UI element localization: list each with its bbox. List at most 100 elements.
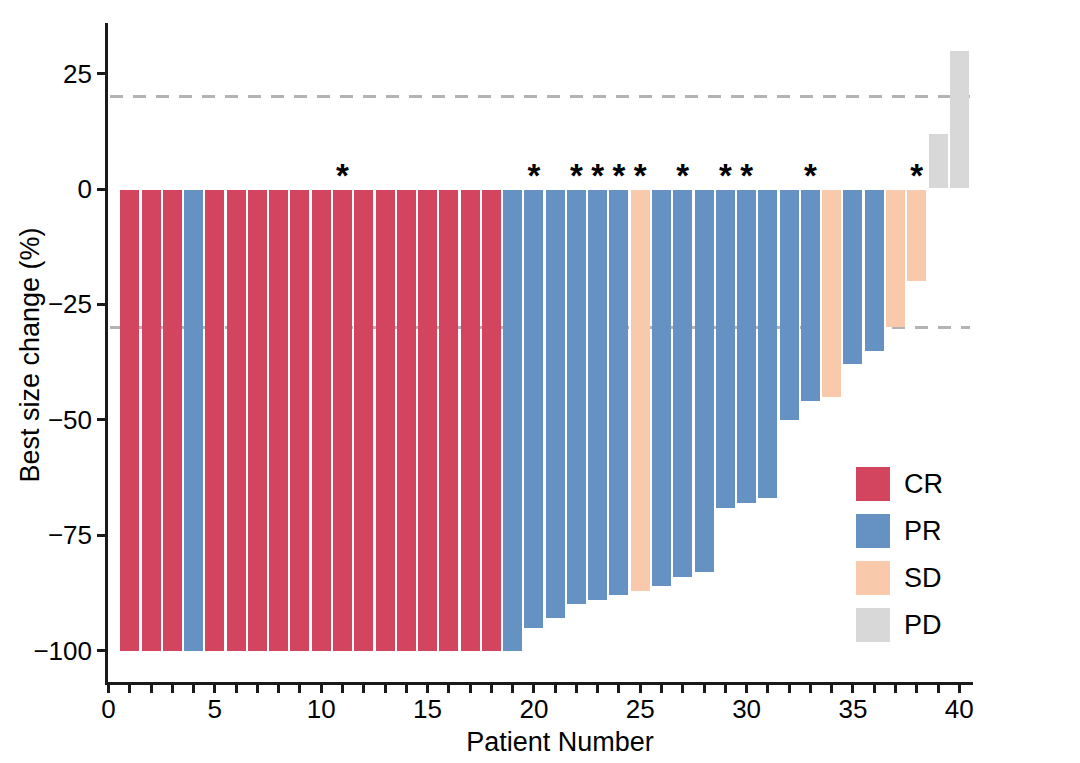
x-tick-label-0: 0	[69, 694, 149, 724]
bar-patient-9-CR	[290, 190, 309, 651]
x-tick-13	[384, 685, 387, 693]
bar-patient-35-PR	[843, 190, 862, 364]
x-tick-37	[894, 685, 897, 693]
star-annotation-patient-38: *	[901, 158, 933, 194]
bar-patient-38-SD	[907, 190, 926, 281]
bar-patient-13-CR	[376, 190, 395, 651]
x-tick-31	[766, 685, 769, 693]
bar-patient-14-CR	[397, 190, 416, 651]
x-tick-23	[596, 685, 599, 693]
x-tick-38	[915, 685, 918, 693]
bar-patient-17-CR	[461, 190, 480, 651]
x-tick-33	[809, 685, 812, 693]
y-tick--75	[97, 534, 105, 537]
legend-item-CR: CR	[856, 467, 976, 501]
x-tick-2	[150, 685, 153, 693]
bar-patient-26-PR	[652, 190, 671, 586]
bar-patient-33-PR	[801, 190, 820, 401]
bar-patient-2-CR	[142, 190, 161, 651]
bar-patient-12-CR	[354, 190, 373, 651]
x-tick-3	[171, 685, 174, 693]
bar-patient-36-PR	[865, 190, 884, 351]
y-tick--50	[97, 418, 105, 421]
x-tick-5	[213, 685, 216, 693]
bar-patient-29-PR	[716, 190, 735, 508]
star-annotation-patient-20: *	[518, 158, 550, 194]
x-tick-32	[788, 685, 791, 693]
bar-patient-4-PR	[184, 190, 203, 651]
x-tick-28	[703, 685, 706, 693]
x-tick-29	[724, 685, 727, 693]
legend-item-PD: PD	[856, 608, 976, 642]
x-tick-label-10: 10	[281, 694, 361, 724]
y-tick-label--25: −25	[6, 289, 92, 319]
bar-patient-7-CR	[248, 190, 267, 651]
legend-swatch-CR	[856, 467, 890, 501]
x-axis-title: Patient Number	[420, 727, 700, 758]
x-tick-label-15: 15	[388, 694, 468, 724]
bar-patient-28-PR	[695, 190, 714, 572]
x-tick-18	[490, 685, 493, 693]
x-tick-label-5: 5	[175, 694, 255, 724]
x-tick-6	[235, 685, 238, 693]
y-tick-label-0: 0	[6, 174, 92, 204]
y-axis-title: Best size change (%)	[15, 227, 46, 482]
bar-patient-18-CR	[482, 190, 501, 651]
bar-patient-24-PR	[609, 190, 628, 595]
bar-patient-22-PR	[567, 190, 586, 604]
x-tick-0	[107, 685, 110, 693]
x-tick-22	[575, 685, 578, 693]
star-annotation-patient-11: *	[326, 158, 358, 194]
bar-patient-31-PR	[758, 190, 777, 498]
x-tick-34	[830, 685, 833, 693]
legend-swatch-PR	[856, 514, 890, 548]
bar-patient-3-CR	[163, 190, 182, 651]
star-annotation-patient-33: *	[794, 158, 826, 194]
bar-patient-19-PR	[503, 190, 522, 651]
bar-patient-30-PR	[737, 190, 756, 503]
x-tick-11	[341, 685, 344, 693]
x-tick-16	[447, 685, 450, 693]
x-tick-15	[426, 685, 429, 693]
x-tick-label-35: 35	[813, 694, 893, 724]
x-tick-10	[320, 685, 323, 693]
bar-patient-32-PR	[780, 190, 799, 420]
x-tick-36	[873, 685, 876, 693]
bar-patient-5-CR	[205, 190, 224, 651]
x-tick-label-25: 25	[600, 694, 680, 724]
bar-patient-37-SD	[886, 190, 905, 327]
y-tick-label--50: −50	[6, 405, 92, 435]
legend-label-PD: PD	[904, 608, 942, 642]
legend-item-SD: SD	[856, 561, 976, 595]
x-tick-40	[958, 685, 961, 693]
x-tick-9	[298, 685, 301, 693]
x-tick-label-40: 40	[919, 694, 999, 724]
bar-patient-6-CR	[227, 190, 246, 651]
bar-patient-8-CR	[269, 190, 288, 651]
star-annotation-patient-30: *	[731, 158, 763, 194]
legend-swatch-PD	[856, 608, 890, 642]
y-tick-label-25: 25	[6, 59, 92, 89]
bar-patient-34-SD	[822, 190, 841, 397]
y-tick--100	[97, 649, 105, 652]
x-tick-35	[851, 685, 854, 693]
x-tick-25	[639, 685, 642, 693]
legend-label-SD: SD	[904, 561, 942, 595]
x-tick-14	[405, 685, 408, 693]
waterfall-chart: Best size change (%) Patient Number * * * *…	[0, 0, 1080, 763]
bar-patient-1-CR	[120, 190, 139, 651]
bar-patient-15-CR	[418, 190, 437, 651]
bar-patient-27-PR	[673, 190, 692, 577]
y-axis-line	[105, 23, 108, 685]
legend-label-PR: PR	[904, 514, 942, 548]
y-tick--25	[97, 303, 105, 306]
y-tick-25	[97, 72, 105, 75]
x-tick-26	[660, 685, 663, 693]
legend-label-CR: CR	[904, 467, 943, 501]
x-tick-8	[277, 685, 280, 693]
x-tick-24	[617, 685, 620, 693]
x-tick-17	[469, 685, 472, 693]
reference-line-20-percent	[110, 95, 970, 98]
y-tick-label--100: −100	[6, 636, 92, 666]
x-tick-label-30: 30	[707, 694, 787, 724]
